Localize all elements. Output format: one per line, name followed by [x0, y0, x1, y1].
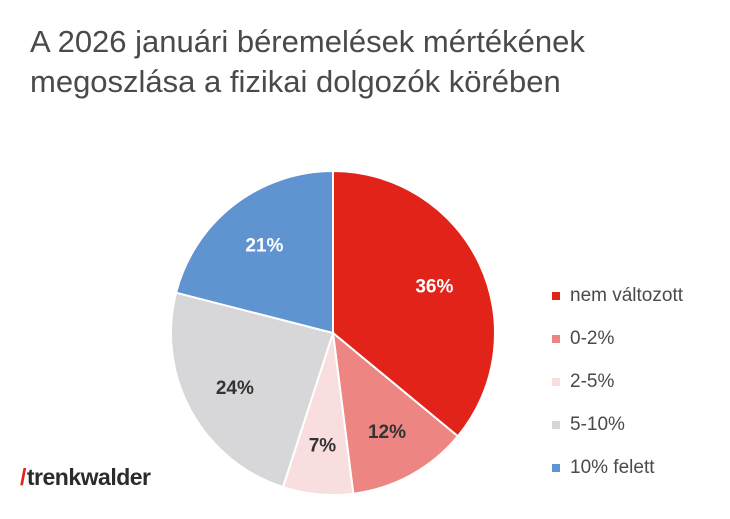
logo-slash: / [20, 464, 26, 490]
logo-text: trenkwalder [26, 464, 151, 490]
legend-swatch-nem-valtozott [552, 291, 560, 300]
legend-item-0-2: 0-2% [552, 327, 683, 350]
chart-legend: nem változott 0-2% 2-5% 5-10% 10% felett [552, 284, 683, 499]
legend-swatch-5-10 [552, 420, 560, 429]
legend-label-5-10: 5-10% [570, 413, 625, 435]
chart-title-line-1: A 2026 januári béremelések mértékének [30, 24, 585, 59]
pie-slice-nem-valtozott [332, 169, 496, 438]
legend-item-10-felett: 10% felett [552, 456, 683, 479]
legend-label-0-2: 0-2% [570, 327, 615, 349]
legend-label-2-5: 2-5% [570, 370, 615, 392]
slice-label-0-2: 12% [368, 422, 406, 443]
legend-label-nem-valtozott: nem változott [570, 284, 683, 306]
slice-label-5-10: 24% [216, 378, 254, 399]
legend-swatch-2-5 [552, 377, 560, 386]
legend-item-5-10: 5-10% [552, 413, 683, 436]
chart-title-line-2: megoszlása a fizikai dolgozók körében [30, 64, 561, 99]
trenkwalder-logo: /trenkwalder [20, 464, 151, 491]
pie-slice-0-2 [331, 330, 460, 495]
legend-item-2-5: 2-5% [552, 370, 683, 393]
slice-label-nem-valtozott: 36% [415, 276, 453, 297]
legend-item-nem-valtozott: nem változott [552, 284, 683, 307]
pie-slice-10-felett [174, 169, 334, 335]
slice-label-10-felett: 21% [245, 236, 283, 257]
slice-label-2-5: 7% [309, 436, 337, 457]
legend-swatch-0-2 [552, 334, 560, 343]
legend-label-10-felett: 10% felett [570, 456, 655, 478]
legend-swatch-10-felett [552, 463, 560, 472]
pie-slice-5-10 [170, 291, 335, 489]
chart-title: A 2026 januári béremelések mértékének me… [30, 22, 710, 102]
